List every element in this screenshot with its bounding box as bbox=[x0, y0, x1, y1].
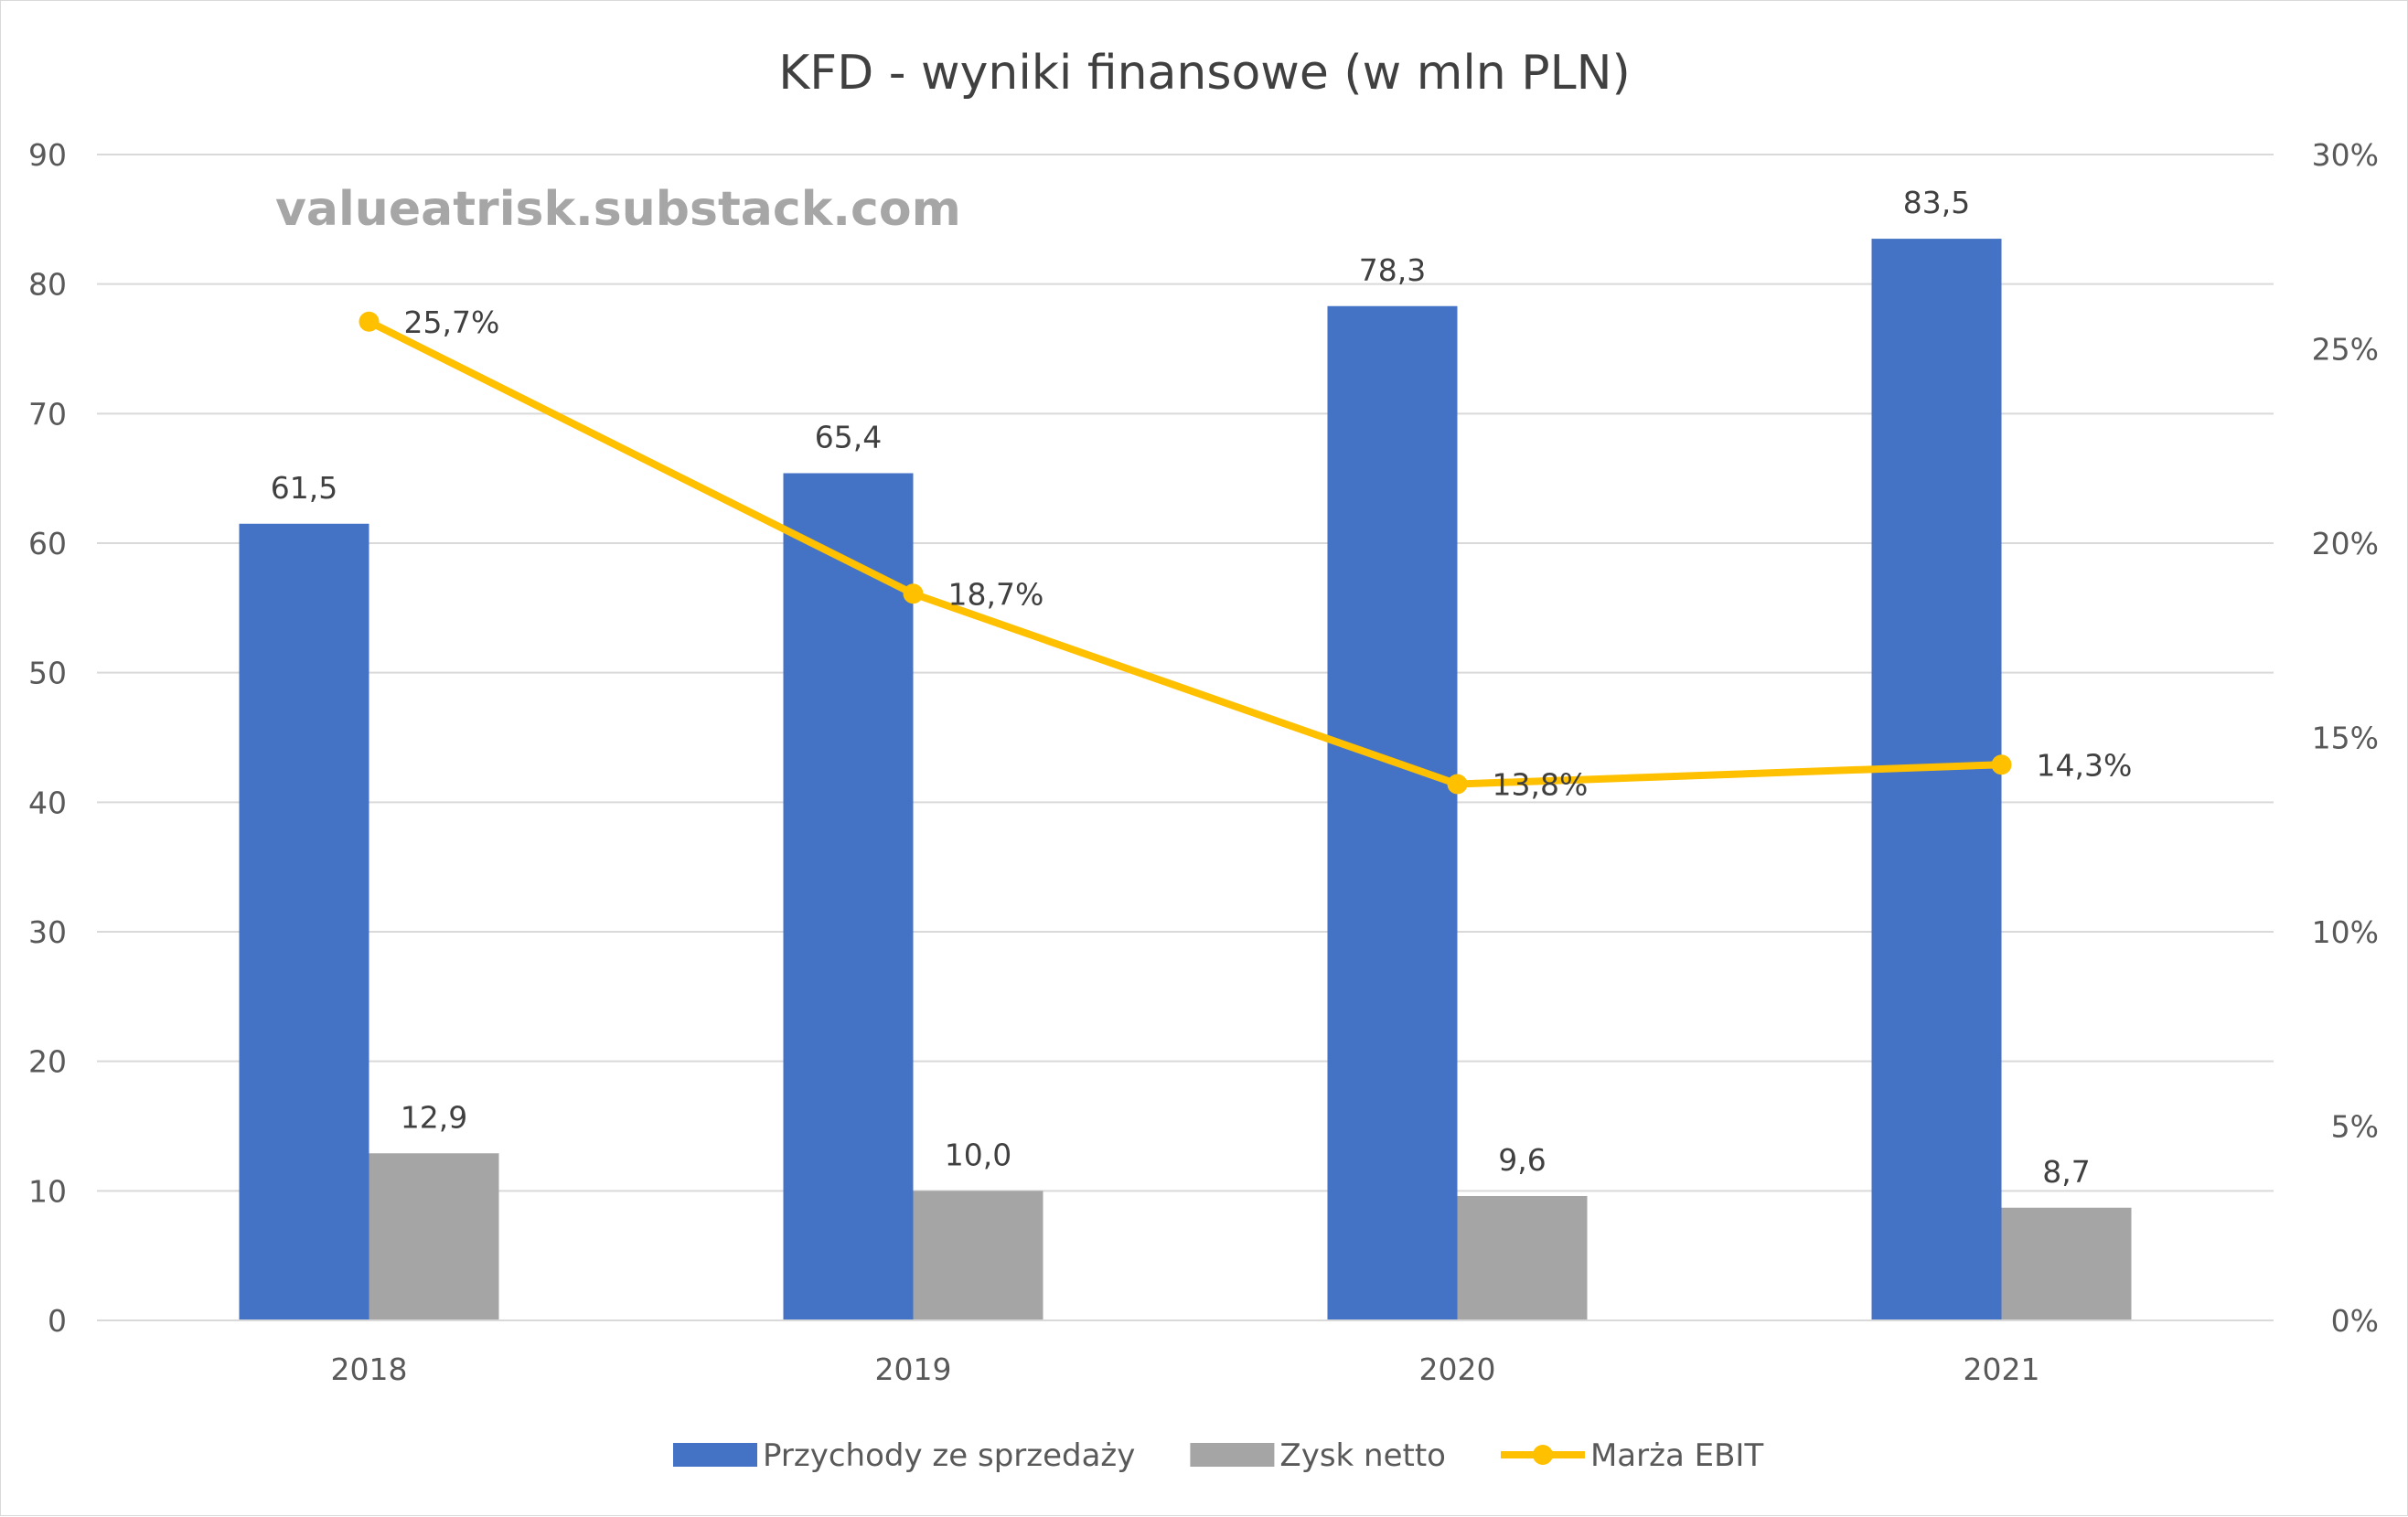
line-data-label: 13,8% bbox=[1493, 767, 1589, 803]
line-data-label: 25,7% bbox=[404, 304, 500, 340]
bar-data-label: 83,5 bbox=[1903, 185, 1970, 220]
bar-revenue bbox=[783, 473, 914, 1320]
ebit-margin-point bbox=[1991, 754, 2012, 775]
legend-swatch bbox=[673, 1443, 757, 1467]
chart-title: KFD - wyniki finansowe (w mln PLN) bbox=[778, 46, 1631, 101]
y-right-tick-label: 30% bbox=[2312, 137, 2379, 173]
bars-layer bbox=[239, 239, 2132, 1320]
bar-data-label: 10,0 bbox=[945, 1137, 1011, 1172]
bar-data-label: 8,7 bbox=[2042, 1154, 2090, 1190]
bar-net-profit bbox=[2001, 1207, 2132, 1320]
bar-revenue bbox=[239, 523, 369, 1320]
bar-net-profit bbox=[913, 1191, 1043, 1320]
y-left-tick-label: 80 bbox=[28, 267, 67, 303]
line-data-label: 18,7% bbox=[948, 576, 1044, 612]
y-left-tick-label: 20 bbox=[28, 1044, 67, 1080]
bar-data-label: 12,9 bbox=[401, 1099, 467, 1135]
y-right-tick-label: 15% bbox=[2312, 721, 2379, 756]
y-left-tick-label: 50 bbox=[28, 656, 67, 691]
y-left-tick-label: 70 bbox=[28, 396, 67, 432]
line-layer bbox=[359, 311, 2012, 795]
bar-data-label: 9,6 bbox=[1498, 1142, 1546, 1178]
x-tick-label: 2019 bbox=[875, 1351, 952, 1387]
y-left-tick-label: 0 bbox=[48, 1303, 67, 1339]
ebit-margin-point bbox=[903, 583, 924, 604]
data-labels: 61,5 65,4 78,3 83,5 12,9 10,0 9,6 8,7 25,7% 18,7%… bbox=[271, 185, 2133, 1190]
y-right-tick-label: 5% bbox=[2331, 1109, 2379, 1145]
bar-net-profit bbox=[369, 1153, 499, 1320]
legend-marker bbox=[1532, 1445, 1553, 1465]
gridlines bbox=[97, 154, 2274, 1192]
y-left-tick-label: 60 bbox=[28, 526, 67, 561]
line-data-label: 14,3% bbox=[2037, 747, 2133, 783]
bar-data-label: 78,3 bbox=[1359, 252, 1426, 288]
bar-data-label: 65,4 bbox=[815, 420, 882, 455]
x-tick-label: 2021 bbox=[1964, 1351, 2040, 1387]
watermark-text: valueatrisk.substack.com bbox=[275, 182, 961, 237]
legend-label: Przychody ze sprzedaży bbox=[763, 1437, 1135, 1474]
axes: 0 10 20 30 40 50 60 70 80 90 0% 5% 10% 15% 20% 25% 30% 20… bbox=[28, 137, 2379, 1387]
y-right-tick-label: 25% bbox=[2312, 332, 2379, 368]
y-left-tick-label: 30 bbox=[28, 914, 67, 950]
ebit-margin-point bbox=[1447, 774, 1468, 795]
y-left-tick-label: 40 bbox=[28, 785, 67, 820]
bar-net-profit bbox=[1457, 1196, 1588, 1320]
legend-label: Marża EBIT bbox=[1590, 1437, 1763, 1474]
y-right-tick-label: 10% bbox=[2312, 914, 2379, 950]
x-tick-label: 2018 bbox=[331, 1351, 408, 1387]
y-right-tick-label: 20% bbox=[2312, 526, 2379, 561]
y-left-tick-label: 90 bbox=[28, 137, 67, 173]
y-left-tick-label: 10 bbox=[28, 1173, 67, 1209]
ebit-margin-point bbox=[359, 311, 380, 332]
x-tick-label: 2020 bbox=[1419, 1351, 1496, 1387]
bar-revenue bbox=[1327, 305, 1458, 1320]
legend-label: Zysk netto bbox=[1279, 1437, 1446, 1474]
bar-revenue bbox=[1871, 239, 2002, 1320]
legend-swatch bbox=[1190, 1443, 1275, 1467]
y-right-tick-label: 0% bbox=[2331, 1303, 2379, 1339]
bar-data-label: 61,5 bbox=[271, 470, 337, 506]
ebit-margin-line bbox=[365, 317, 2006, 788]
legend: Przychody ze sprzedaży Zysk netto Marża EB… bbox=[673, 1437, 1763, 1474]
